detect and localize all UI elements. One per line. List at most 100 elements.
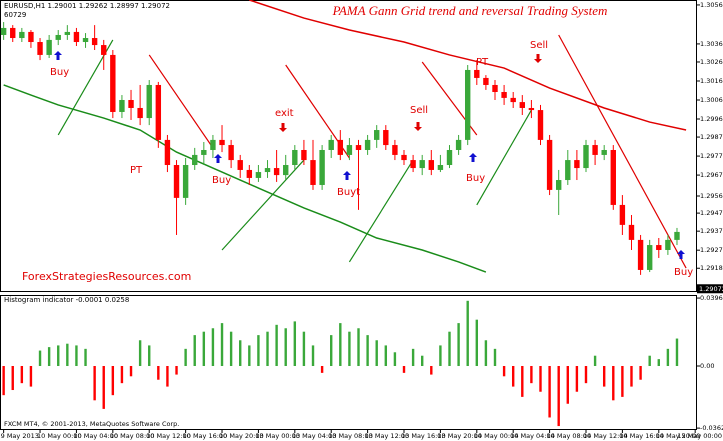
trend-line: [558, 34, 687, 269]
candle-body: [501, 92, 507, 98]
candle-body: [656, 245, 662, 250]
candle-body: [410, 160, 416, 169]
histogram-bar: [111, 366, 115, 396]
candle-body: [574, 160, 580, 169]
histogram-bar: [393, 352, 397, 367]
y-tick-label: 1.29375: [700, 227, 723, 235]
candle-body: [182, 165, 189, 198]
histogram-bar: [47, 347, 51, 367]
histogram-bar: [302, 331, 306, 367]
candle-body: [128, 99, 134, 108]
candle-body: [646, 245, 653, 270]
candle-body: [392, 145, 398, 155]
buy-arrow: [54, 51, 62, 60]
candle-body: [73, 31, 80, 43]
candle-body: [273, 168, 280, 176]
candle-body: [101, 45, 107, 55]
histogram-bar: [166, 366, 169, 387]
histogram-bar: [93, 366, 96, 401]
x-tick-label: 13 May 12:00: [365, 432, 410, 440]
candle-body: [464, 69, 471, 140]
sell-arrow: [279, 123, 287, 132]
candle-body: [401, 154, 407, 161]
candle-body: [310, 160, 316, 185]
candle-body: [610, 149, 616, 205]
candle-body: [55, 34, 61, 40]
histogram-bar: [530, 366, 533, 384]
histogram-bar: [411, 348, 415, 367]
histogram-bar: [666, 348, 670, 367]
annotation: exit: [275, 108, 294, 119]
histogram-bar: [402, 366, 406, 373]
histogram-bar: [157, 366, 160, 380]
histogram-bar: [339, 323, 342, 367]
histogram-bar: [29, 366, 33, 387]
histogram-bar: [612, 366, 615, 401]
annotation: PT: [130, 165, 143, 176]
histogram-bar: [602, 366, 606, 387]
annotation: Buy: [466, 173, 485, 184]
x-tick-label: 14 May 08:00: [547, 432, 592, 440]
annotation: Buy: [674, 267, 693, 278]
histogram-bar: [575, 366, 579, 392]
candle-body: [46, 39, 52, 55]
y-tick-label: -0.0362: [700, 424, 723, 432]
histogram-bar: [75, 345, 78, 367]
trend-line: [476, 109, 532, 206]
histogram-bar: [548, 366, 551, 418]
histogram-bar: [457, 323, 460, 367]
candle-body: [419, 160, 425, 169]
x-tick-label: 10 May 00:00: [37, 432, 82, 440]
histogram-bar: [421, 355, 424, 367]
candle-body: [474, 69, 480, 78]
candle-body: [192, 154, 198, 166]
histogram-bar: [593, 355, 597, 367]
y-tick-label: 1.30065: [700, 96, 723, 104]
candle-body: [246, 169, 253, 178]
annotation: Buy: [50, 67, 69, 78]
candle-body: [228, 145, 234, 161]
histogram-bar: [357, 328, 360, 367]
y-tick-label: 0.0396: [700, 294, 723, 302]
candle-body: [37, 42, 43, 55]
x-tick-label: 13 May 20:00: [437, 432, 482, 440]
candle-body: [483, 77, 489, 85]
histogram-bar: [320, 366, 324, 373]
candle-body: [383, 130, 389, 146]
candle-body: [292, 149, 298, 166]
histogram-bar: [57, 345, 60, 367]
candle-body: [0, 27, 7, 35]
histogram-bar: [511, 366, 515, 387]
histogram-bar: [220, 323, 224, 367]
histogram-bar: [675, 338, 679, 367]
candle-body: [510, 97, 516, 103]
y-tick-label: 1.29275: [700, 246, 723, 254]
annotation: Sell: [530, 40, 548, 51]
candle-body: [583, 145, 589, 169]
candle-body: [82, 38, 89, 43]
histogram-bar: [430, 366, 433, 375]
histogram-bar: [129, 366, 133, 377]
histogram-bar: [630, 366, 633, 387]
histogram-bar: [293, 321, 297, 367]
candle-body: [428, 160, 435, 170]
histogram-bar: [375, 340, 378, 367]
buy-arrow: [677, 250, 685, 259]
y-tick-label: 1.30565: [700, 1, 723, 9]
histogram-bar: [284, 328, 287, 367]
histogram-bar: [148, 345, 151, 367]
buy-arrow: [214, 154, 222, 163]
candle-body: [337, 139, 344, 155]
histogram-bar: [330, 335, 333, 367]
y-tick-label: 1.30265: [700, 58, 723, 66]
y-tick-label: 1.29180: [700, 264, 723, 272]
candle-body: [492, 84, 498, 93]
candle-body: [437, 165, 444, 170]
candle-body: [455, 139, 462, 150]
candle-body: [137, 107, 143, 119]
histogram-bar: [566, 366, 569, 404]
candle-body: [19, 31, 25, 39]
x-tick-label: 14 May 04:00: [510, 432, 555, 440]
candle-body: [283, 165, 289, 176]
